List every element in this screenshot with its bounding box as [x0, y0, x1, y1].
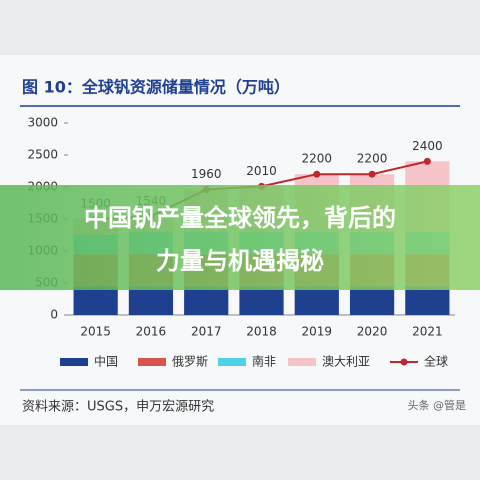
line-point: [423, 157, 431, 165]
y-tick-label: 3000: [27, 116, 58, 130]
legend-label: 中国: [94, 354, 118, 369]
x-tick-label: 2017: [191, 325, 222, 339]
legend-label: 俄罗斯: [172, 355, 208, 369]
bar-segment: [128, 286, 174, 315]
data-label: 1960: [191, 167, 222, 181]
y-tick-label: 0: [50, 308, 58, 322]
x-tick-label: 2018: [246, 325, 277, 339]
line-point: [313, 170, 321, 178]
data-label: 2200: [357, 152, 388, 166]
bar-segment: [239, 286, 284, 315]
watermark: 头条 @管是: [408, 398, 467, 412]
x-tick-label: 2016: [136, 325, 167, 339]
line-point: [368, 170, 376, 178]
legend-swatch: [400, 358, 408, 366]
legend-label: 全球: [424, 354, 448, 369]
data-label: 2200: [302, 152, 333, 166]
legend-label: 南非: [252, 354, 276, 369]
banner-line: 力量与机遇揭秘: [156, 247, 324, 275]
bar-segment: [73, 286, 118, 315]
banner-line: 中国钒产量全球领先，背后的: [84, 204, 396, 232]
banner: [0, 185, 480, 290]
legend-swatch: [288, 358, 316, 366]
legend-label: 澳大利亚: [322, 355, 370, 369]
data-label: 2010: [246, 164, 277, 178]
legend-swatch: [60, 358, 88, 366]
bar-segment: [184, 286, 229, 315]
source: 资料来源：USGS，申万宏源研究: [22, 400, 214, 415]
legend-swatch: [138, 358, 166, 366]
x-tick-label: 2021: [412, 325, 443, 339]
x-tick-label: 2019: [302, 325, 333, 339]
bar-segment: [349, 286, 395, 315]
chart-title: 图 10：全球钒资源储量情况（万吨）: [22, 78, 290, 97]
legend-swatch: [218, 358, 246, 366]
bar-segment: [405, 286, 450, 315]
bar-segment: [294, 286, 339, 315]
x-tick-label: 2015: [80, 325, 111, 339]
x-tick-label: 2020: [357, 325, 388, 339]
data-label: 2400: [412, 139, 443, 153]
y-tick-label: 2500: [27, 148, 58, 162]
